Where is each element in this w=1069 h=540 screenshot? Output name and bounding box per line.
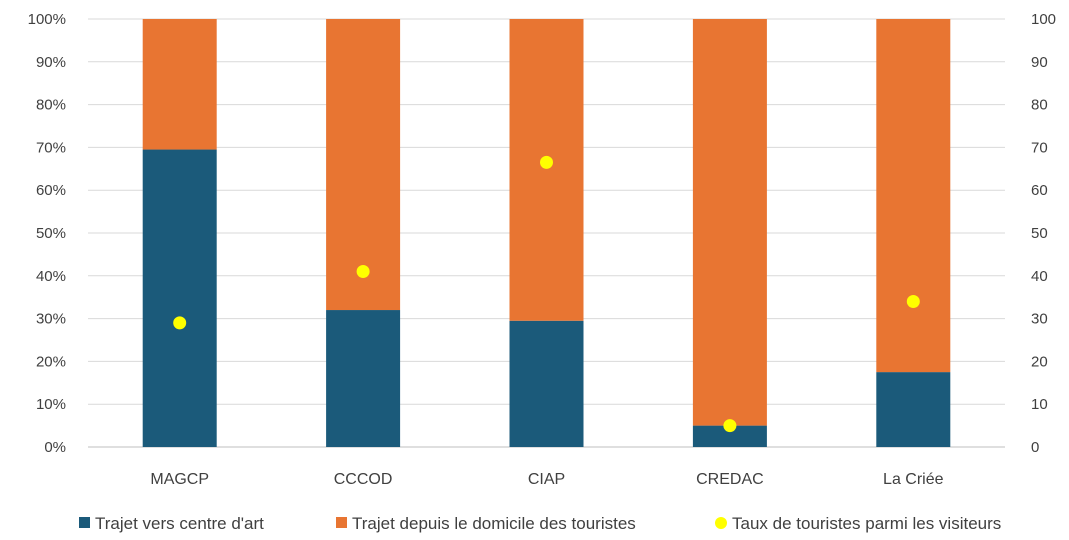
left-axis-tick-label: 0% bbox=[44, 439, 66, 456]
left-axis-ticks: 0% 10% 20% 30% 40% 50% 60% 70% 80% 90% 100% bbox=[28, 11, 66, 456]
legend-label: Taux de touristes parmi les visiteurs bbox=[732, 514, 1001, 533]
right-axis-tick-label: 100 bbox=[1031, 11, 1056, 28]
right-axis-tick-label: 90 bbox=[1031, 54, 1048, 71]
bar-segment bbox=[876, 19, 951, 373]
scatter-point bbox=[540, 155, 553, 169]
scatter-points bbox=[173, 155, 920, 433]
legend-swatch bbox=[79, 517, 90, 528]
left-axis-tick-label: 70% bbox=[36, 139, 66, 156]
left-axis-tick-label: 40% bbox=[36, 268, 66, 285]
right-axis-tick-label: 20 bbox=[1031, 353, 1048, 370]
bar-segment bbox=[142, 149, 217, 448]
bar-segment bbox=[509, 320, 584, 447]
scatter-point bbox=[906, 294, 920, 308]
bar-segment bbox=[876, 372, 951, 447]
bar-segment bbox=[509, 19, 584, 321]
category-label: CCCOD bbox=[334, 471, 393, 488]
category-labels: MAGCP CCCOD CIAP CREDAC La Criée bbox=[150, 471, 943, 488]
right-axis-tick-label: 40 bbox=[1031, 268, 1048, 285]
bars bbox=[142, 19, 951, 448]
left-axis-tick-label: 100% bbox=[28, 11, 66, 28]
legend-label: Trajet vers centre d'art bbox=[95, 514, 264, 533]
right-axis-tick-label: 30 bbox=[1031, 311, 1048, 328]
scatter-point bbox=[173, 316, 187, 330]
bar-segment bbox=[326, 310, 401, 447]
right-axis-tick-label: 50 bbox=[1031, 225, 1048, 242]
legend-marker bbox=[715, 517, 727, 529]
category-label: CREDAC bbox=[696, 471, 764, 488]
legend-swatch bbox=[336, 517, 347, 528]
left-axis-tick-label: 20% bbox=[36, 353, 66, 370]
scatter-point bbox=[723, 419, 737, 433]
bar-segment bbox=[142, 19, 217, 150]
category-label: CIAP bbox=[528, 471, 565, 488]
bar-segment bbox=[692, 19, 767, 426]
left-axis-tick-label: 50% bbox=[36, 225, 66, 242]
right-axis-tick-label: 60 bbox=[1031, 182, 1048, 199]
left-axis-tick-label: 60% bbox=[36, 182, 66, 199]
category-label: MAGCP bbox=[150, 471, 209, 488]
left-axis-tick-label: 90% bbox=[36, 54, 66, 71]
left-axis-tick-label: 80% bbox=[36, 97, 66, 114]
right-axis-tick-label: 80 bbox=[1031, 97, 1048, 114]
scatter-point bbox=[356, 265, 370, 279]
left-axis-tick-label: 30% bbox=[36, 311, 66, 328]
bar-segment bbox=[326, 19, 401, 311]
right-axis-tick-label: 10 bbox=[1031, 396, 1048, 413]
right-axis-tick-label: 70 bbox=[1031, 139, 1048, 156]
right-axis-tick-label: 0 bbox=[1031, 439, 1039, 456]
left-axis-tick-label: 10% bbox=[36, 396, 66, 413]
legend: Trajet vers centre d'art Trajet depuis le… bbox=[79, 514, 1001, 533]
bar-segment bbox=[692, 425, 767, 447]
legend-label: Trajet depuis le domicile des touristes bbox=[352, 514, 636, 533]
right-axis-ticks: 0 10 20 30 40 50 60 70 80 90 100 bbox=[1031, 11, 1056, 456]
category-label: La Criée bbox=[883, 471, 944, 488]
